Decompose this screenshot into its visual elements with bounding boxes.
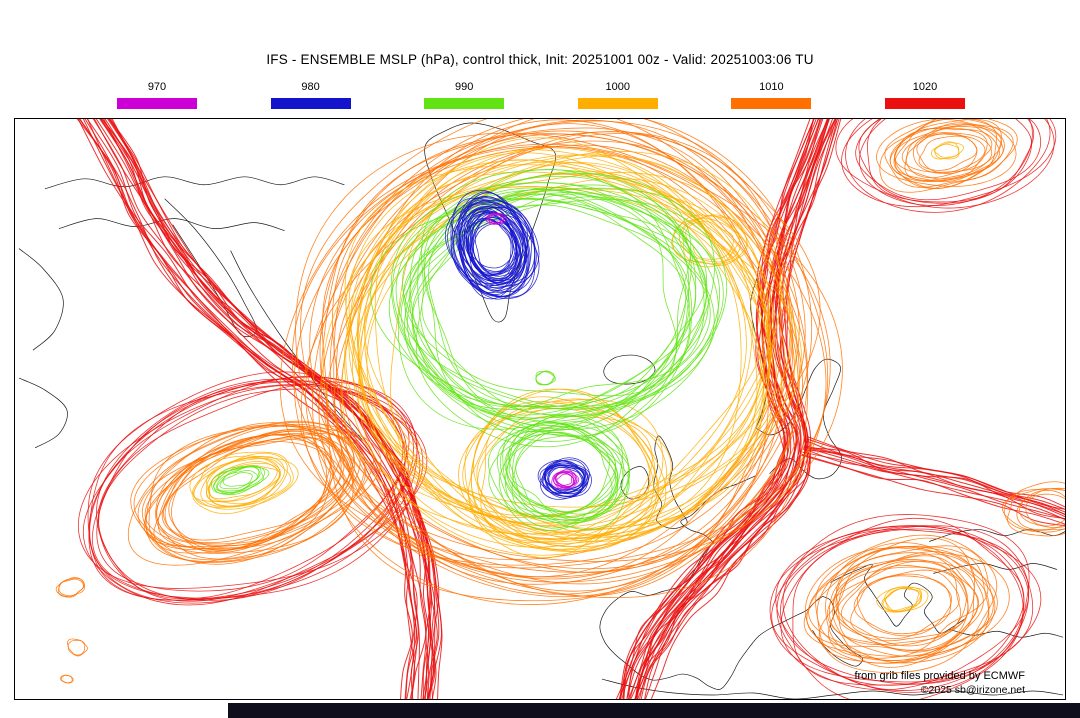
pressure-legend: 970 980 990 1000 1010 1020 <box>117 81 965 109</box>
legend-item-1010: 1010 <box>731 81 812 109</box>
legend-label: 1010 <box>759 81 784 93</box>
legend-label: 980 <box>301 81 320 93</box>
legend-item-970: 970 <box>117 81 197 109</box>
credit-source: from grib files provided by ECMWF <box>854 670 1025 682</box>
isobar-bundle-980 <box>445 189 592 500</box>
bottom-bar <box>228 703 1080 718</box>
legend-item-990: 990 <box>424 81 505 109</box>
isobar-bundle-1020 <box>76 119 1065 699</box>
legend-color-swatch <box>884 98 965 109</box>
legend-item-1000: 1000 <box>577 81 658 109</box>
isobar-bundle-990 <box>211 169 728 531</box>
legend-color-swatch <box>117 98 197 109</box>
isobar-bundle-970 <box>485 212 580 490</box>
legend-label: 1020 <box>912 81 938 93</box>
credit-copyright: ©2025 sb@irizone.net <box>920 684 1025 696</box>
legend-color-swatch <box>577 98 658 109</box>
legend-label: 1000 <box>605 81 631 93</box>
map-frame: from grib files provided by ECMWF ©2025 … <box>14 118 1066 700</box>
legend-color-swatch <box>424 98 505 109</box>
chart-title: IFS - ENSEMBLE MSLP (hPa), control thick… <box>266 52 814 67</box>
ensemble-spaghetti-map <box>18 119 1065 699</box>
legend-label: 970 <box>147 81 167 93</box>
isobar-bundle-1000 <box>189 137 965 613</box>
isobar-bundle-1010 <box>55 119 1065 684</box>
legend-color-swatch <box>270 98 351 109</box>
legend-color-swatch <box>731 98 812 109</box>
legend-item-1020: 1020 <box>884 81 965 109</box>
legend-item-980: 980 <box>270 81 351 109</box>
legend-label: 990 <box>455 81 474 93</box>
